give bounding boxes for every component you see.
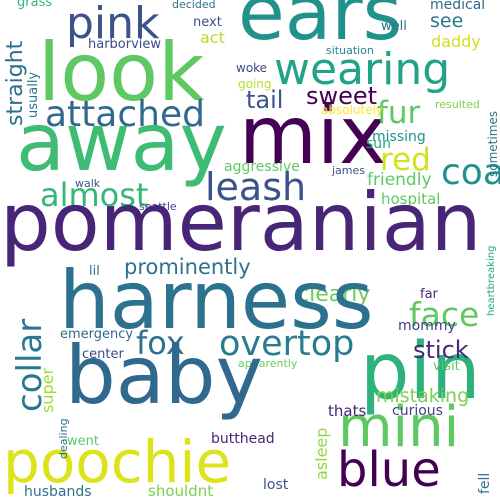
word: emergency — [60, 327, 134, 342]
word: fur — [377, 95, 421, 131]
word: asleep — [312, 427, 331, 480]
word: clearly — [297, 282, 371, 307]
word: almost — [40, 176, 149, 214]
word: pomeranian — [0, 176, 482, 269]
word: absolutely — [321, 103, 384, 117]
word: husbands — [24, 484, 92, 500]
word: pink — [66, 0, 160, 49]
word: visit — [433, 359, 460, 374]
word: curious — [392, 403, 443, 419]
word: stick — [413, 336, 469, 364]
word: medical — [430, 0, 486, 13]
word: ears — [238, 0, 403, 57]
word: aggressive — [224, 159, 300, 175]
word: thats — [328, 402, 367, 420]
word: well — [381, 19, 407, 34]
word: butthead — [211, 431, 275, 447]
word: sweet — [306, 82, 378, 110]
word: usually — [26, 71, 41, 118]
word: straight — [3, 40, 28, 126]
word: decided — [172, 0, 216, 11]
word: hospital — [381, 190, 441, 208]
word: center — [82, 347, 124, 362]
word: away — [16, 96, 227, 189]
word: resulted — [435, 98, 480, 111]
word: woke — [236, 61, 268, 75]
word: daddy — [431, 32, 481, 51]
word: prominently — [124, 255, 251, 279]
word: far — [420, 287, 438, 302]
word: pin — [360, 327, 481, 417]
word: fox — [136, 324, 185, 362]
word: blue — [337, 442, 441, 498]
word: fell — [477, 472, 493, 494]
word: mommy — [398, 318, 456, 334]
word: red — [380, 142, 431, 178]
word: heartbreaking — [486, 245, 497, 316]
word: tail — [246, 86, 284, 114]
word: see — [430, 10, 464, 32]
word: seattle — [139, 200, 177, 213]
word: look — [38, 26, 205, 119]
word: act — [200, 28, 225, 47]
word: harborview — [88, 37, 162, 52]
word: dealing — [57, 418, 70, 459]
word: grass — [17, 0, 53, 10]
word: lost — [263, 477, 289, 493]
word: mini — [338, 395, 460, 460]
word: sun — [366, 136, 392, 152]
word: mix — [239, 89, 387, 182]
word: baby — [65, 329, 263, 422]
word: super — [38, 367, 57, 413]
word: missing — [372, 129, 426, 145]
word: going — [238, 77, 272, 91]
word: apparently — [238, 357, 298, 370]
word: mistaking — [376, 385, 470, 407]
word: wearing — [274, 44, 451, 95]
word: went — [67, 434, 99, 449]
word: sometimes — [486, 110, 500, 177]
word: attached — [45, 94, 205, 135]
word: face — [409, 295, 480, 334]
word: walk — [75, 177, 101, 190]
word: coat — [441, 152, 500, 193]
word: friendly — [367, 170, 432, 190]
word: harness — [59, 254, 374, 347]
word: leash — [205, 165, 307, 209]
word: shouldnt — [148, 482, 214, 500]
word: next — [193, 15, 222, 30]
word: james — [332, 164, 366, 177]
word: situation — [326, 44, 374, 57]
word: overtop — [219, 324, 355, 364]
word: poochie — [3, 428, 232, 496]
word: lil — [89, 264, 100, 279]
